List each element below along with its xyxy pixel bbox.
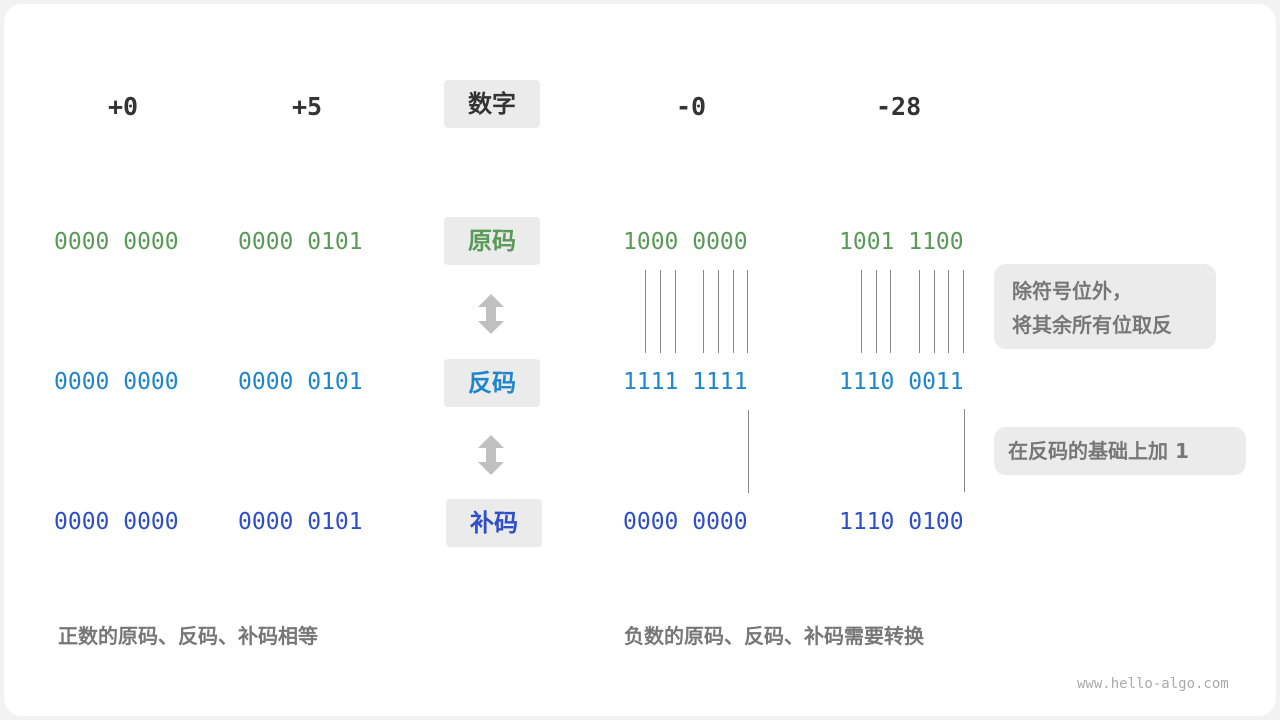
- binary-twos: 0000 0101: [238, 509, 363, 535]
- label-number: 数字: [444, 80, 540, 128]
- binary-twos: 0000 0000: [54, 509, 179, 535]
- binary-ones: 1111 1111: [623, 369, 748, 395]
- note-line: 将其余所有位取反: [1012, 313, 1172, 337]
- bit-line: [934, 270, 935, 353]
- double-arrow-icon: [478, 435, 504, 475]
- number-neg0: -0: [676, 92, 707, 121]
- binary-original: 1000 0000: [623, 229, 748, 255]
- binary-ones: 0000 0000: [54, 369, 179, 395]
- bit-line: [861, 270, 862, 353]
- carry-line: [964, 409, 965, 492]
- binary-original: 0000 0101: [238, 229, 363, 255]
- binary-twos: 1110 0100: [839, 509, 964, 535]
- caption-positive: 正数的原码、反码、补码相等: [58, 624, 318, 648]
- bit-line: [660, 270, 661, 353]
- bit-line: [747, 270, 748, 353]
- bit-line: [675, 270, 676, 353]
- bit-line: [645, 270, 646, 353]
- binary-twos: 0000 0000: [623, 509, 748, 535]
- diagram-card: +0 +5 -0 -28 数字 原码 反码 补码 0000 0000 0000 0…: [4, 4, 1276, 716]
- number-neg28: -28: [876, 92, 922, 121]
- number-pos0: +0: [108, 92, 139, 121]
- bit-line: [890, 270, 891, 353]
- bit-line: [876, 270, 877, 353]
- note-line: 除符号位外，: [1012, 279, 1132, 303]
- binary-ones: 1110 0011: [839, 369, 964, 395]
- label-ones: 反码: [444, 359, 540, 407]
- bit-line: [733, 270, 734, 353]
- binary-original: 0000 0000: [54, 229, 179, 255]
- bit-line: [963, 270, 964, 353]
- binary-original: 1001 1100: [839, 229, 964, 255]
- caption-negative: 负数的原码、反码、补码需要转换: [624, 624, 924, 648]
- label-twos: 补码: [446, 499, 542, 547]
- bit-line: [703, 270, 704, 353]
- note-invert: 除符号位外， 将其余所有位取反: [994, 264, 1216, 349]
- bit-line: [718, 270, 719, 353]
- note-add-one: 在反码的基础上加 1: [994, 427, 1246, 475]
- number-pos5: +5: [292, 92, 323, 121]
- binary-ones: 0000 0101: [238, 369, 363, 395]
- double-arrow-icon: [478, 294, 504, 334]
- carry-line: [748, 410, 749, 493]
- watermark: www.hello-algo.com: [1077, 676, 1229, 692]
- bit-line: [948, 270, 949, 353]
- bit-line: [919, 270, 920, 353]
- label-original: 原码: [444, 217, 540, 265]
